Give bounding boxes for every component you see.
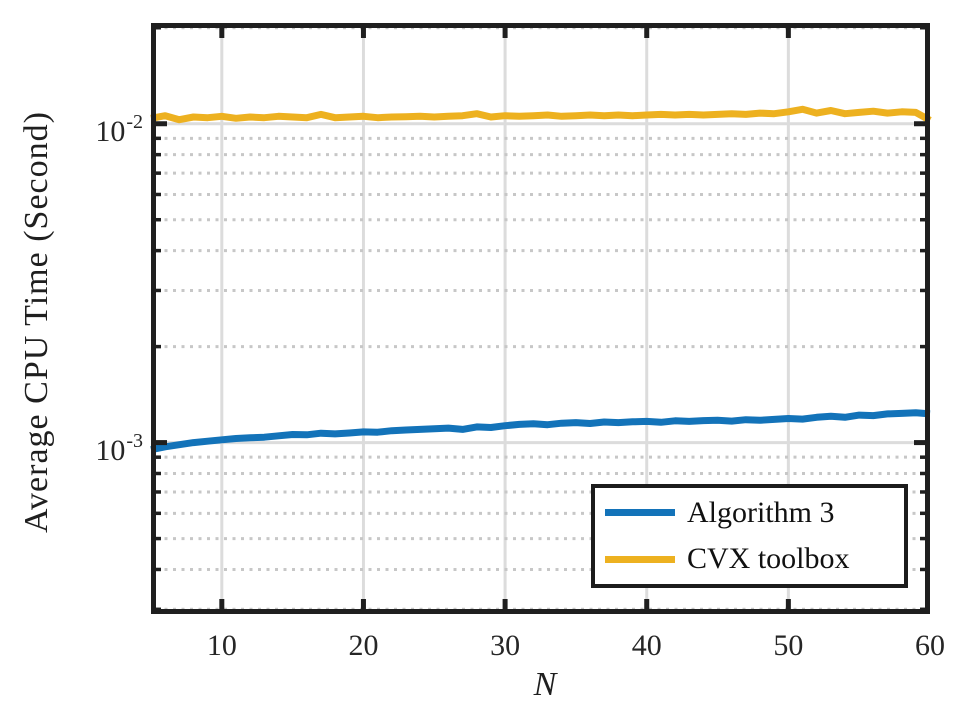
x-tick-label-20: 20 bbox=[348, 629, 379, 662]
legend: Algorithm 3 CVX toolbox bbox=[591, 484, 908, 588]
legend-line-sample-algorithm-3 bbox=[605, 509, 675, 517]
legend-label-algorithm-3: Algorithm 3 bbox=[687, 495, 835, 529]
series-line-algorithm-3 bbox=[150, 409, 931, 454]
x-tick-label-30: 30 bbox=[490, 629, 521, 662]
x-tick-label-10: 10 bbox=[206, 629, 237, 662]
y-tick-label-1e-3: 10-3 bbox=[95, 429, 143, 467]
legend-entry-algorithm-3: Algorithm 3 bbox=[605, 491, 904, 535]
legend-entry-cvx-toolbox: CVX toolbox bbox=[605, 537, 904, 581]
axes-frame bbox=[151, 23, 930, 614]
x-tick-label-60: 60 bbox=[915, 629, 945, 662]
x-tick-label-40: 40 bbox=[631, 629, 662, 662]
legend-line-sample-cvx-toolbox bbox=[605, 555, 675, 563]
legend-label-cvx-toolbox: CVX toolbox bbox=[687, 542, 850, 576]
x-axis-label: N bbox=[533, 666, 557, 703]
y-tick-exponent: -3 bbox=[126, 429, 143, 452]
series-line-cvx-toolbox bbox=[150, 105, 932, 124]
y-tick-label-1e-2: 10-2 bbox=[95, 110, 143, 148]
x-tick-label-50: 50 bbox=[773, 629, 804, 662]
y-tick-exponent: -2 bbox=[126, 110, 143, 133]
